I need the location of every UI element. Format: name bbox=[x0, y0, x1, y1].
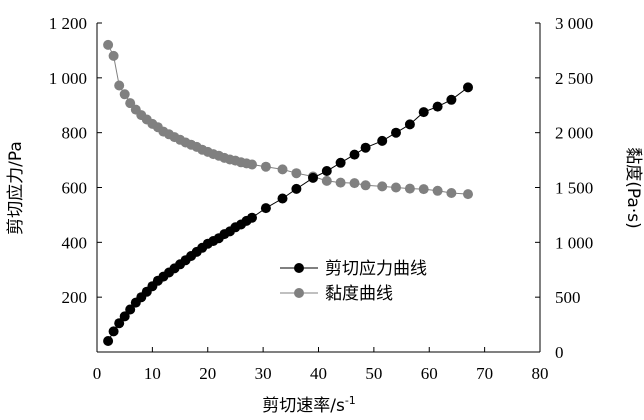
data-point-shear-stress bbox=[103, 336, 114, 346]
y-right-tick-label: 2 500 bbox=[555, 69, 593, 88]
axes: 0 10 20 30 40 50 60 70 80 200 400 600 800 1 000 1 200 0… bbox=[49, 14, 594, 383]
y-left-tick-label: 800 bbox=[62, 124, 88, 143]
data-point-shear-stress bbox=[360, 142, 371, 153]
data-point-viscosity bbox=[335, 177, 346, 188]
series-shear-stress bbox=[103, 82, 473, 346]
data-point-shear-stress bbox=[335, 157, 346, 168]
data-point-shear-stress bbox=[291, 183, 302, 194]
data-point-viscosity bbox=[446, 188, 457, 198]
data-point-viscosity bbox=[291, 168, 302, 179]
data-point-viscosity bbox=[260, 161, 271, 172]
data-point-shear-stress bbox=[404, 119, 415, 130]
data-point-viscosity bbox=[463, 189, 473, 200]
y-left-tick-label: 600 bbox=[62, 179, 88, 198]
x-axis-title-text: 剪切速率/s bbox=[262, 396, 345, 416]
x-tick-label: 30 bbox=[255, 364, 272, 383]
data-point-viscosity bbox=[360, 180, 371, 191]
x-tick-label: 10 bbox=[144, 364, 161, 383]
y-left-tick-label: 200 bbox=[62, 288, 88, 307]
legend-label: 剪切应力曲线 bbox=[325, 259, 427, 279]
x-axis-title-superscript: -1 bbox=[345, 394, 356, 407]
legend-marker bbox=[294, 263, 304, 273]
data-point-shear-stress bbox=[119, 311, 130, 322]
series-line-viscosity bbox=[107, 44, 469, 195]
series-layer bbox=[103, 39, 473, 346]
data-point-viscosity bbox=[321, 175, 332, 186]
y-right-tick-label: 500 bbox=[555, 288, 581, 307]
legend-item-shear-stress: 剪切应力曲线 bbox=[280, 259, 427, 279]
data-point-viscosity bbox=[108, 50, 119, 61]
data-point-viscosity bbox=[125, 98, 136, 109]
data-point-shear-stress bbox=[108, 326, 119, 337]
x-tick-label: 70 bbox=[476, 364, 493, 383]
data-point-viscosity bbox=[277, 164, 288, 175]
data-point-viscosity bbox=[247, 159, 257, 170]
y-right-tick-label: 0 bbox=[555, 343, 564, 362]
data-point-shear-stress bbox=[349, 149, 360, 160]
x-tick-label: 80 bbox=[532, 364, 549, 383]
data-point-shear-stress bbox=[114, 318, 125, 329]
y-right-tick-label: 1 500 bbox=[555, 179, 593, 198]
data-point-viscosity bbox=[432, 185, 443, 196]
y-right-tick-label: 2 000 bbox=[555, 124, 593, 143]
data-point-shear-stress bbox=[418, 107, 429, 118]
data-point-shear-stress bbox=[446, 94, 457, 105]
y-left-tick-label: 1 200 bbox=[49, 14, 87, 33]
data-point-shear-stress bbox=[308, 172, 318, 183]
x-tick-label: 0 bbox=[93, 364, 102, 383]
data-point-shear-stress bbox=[463, 82, 473, 93]
data-point-viscosity bbox=[103, 39, 114, 50]
x-tick-label: 40 bbox=[310, 364, 327, 383]
data-point-viscosity bbox=[391, 182, 401, 193]
y-left-tick-label: 1 000 bbox=[49, 69, 87, 88]
data-point-viscosity bbox=[404, 183, 415, 194]
data-point-viscosity bbox=[119, 89, 130, 100]
data-point-viscosity bbox=[377, 181, 388, 192]
y-right-axis-title: 黏度(Pa·s) bbox=[623, 147, 643, 228]
data-point-shear-stress bbox=[432, 101, 443, 112]
y-left-tick-label: 400 bbox=[62, 233, 88, 252]
x-tick-label: 20 bbox=[199, 364, 216, 383]
legend-marker bbox=[294, 288, 304, 298]
series-viscosity bbox=[103, 39, 473, 200]
x-tick-label: 60 bbox=[421, 364, 438, 383]
x-tick-label: 50 bbox=[365, 364, 382, 383]
data-point-shear-stress bbox=[277, 193, 288, 204]
data-point-viscosity bbox=[114, 80, 125, 91]
x-axis-title: 剪切速率/s-1 bbox=[262, 394, 356, 416]
data-point-shear-stress bbox=[321, 166, 332, 176]
data-point-shear-stress bbox=[247, 212, 257, 223]
y-right-tick-label: 3 000 bbox=[555, 14, 593, 33]
data-point-viscosity bbox=[418, 184, 429, 195]
data-point-shear-stress bbox=[391, 127, 401, 138]
data-point-viscosity bbox=[349, 178, 360, 189]
data-point-shear-stress bbox=[377, 135, 388, 146]
legend-item-viscosity: 黏度曲线 bbox=[280, 284, 393, 304]
data-point-shear-stress bbox=[260, 203, 271, 214]
y-left-axis-title: 剪切应力/Pa bbox=[6, 141, 26, 235]
legend-label: 黏度曲线 bbox=[325, 284, 393, 304]
y-right-tick-label: 1 000 bbox=[555, 233, 593, 252]
data-point-shear-stress bbox=[125, 304, 136, 315]
